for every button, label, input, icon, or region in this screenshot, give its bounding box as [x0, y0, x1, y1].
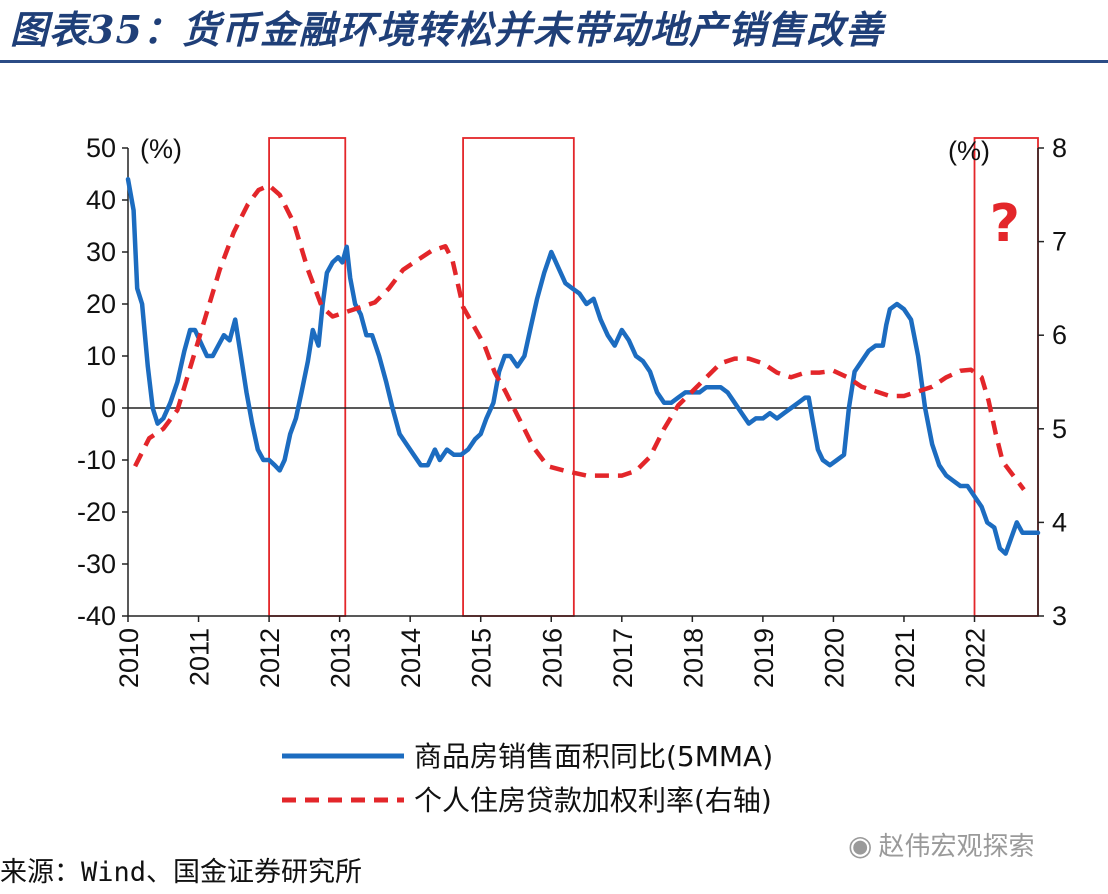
annotation-question-mark: ?	[990, 194, 1020, 254]
left-tick-label: 50	[86, 133, 116, 163]
wechat-icon: ◉	[848, 829, 873, 862]
x-tick-label: 2018	[678, 628, 708, 688]
x-tick-label: 2016	[537, 628, 567, 688]
source-note: 来源：Wind、国金证券研究所	[0, 857, 363, 888]
series-line-rate	[133, 183, 1026, 491]
x-tick-label: 2012	[255, 628, 285, 688]
left-tick-label: 10	[86, 341, 116, 371]
left-axis-unit: (%)	[140, 134, 182, 164]
x-tick-label: 2010	[114, 628, 144, 688]
left-tick-label: 0	[101, 393, 116, 423]
x-tick-label: 2017	[608, 628, 638, 688]
x-tick-label: 2019	[749, 628, 779, 688]
left-tick-label: 20	[86, 289, 116, 319]
right-tick-label: 3	[1052, 601, 1067, 631]
title-divider	[0, 60, 1108, 63]
highlight-box	[462, 137, 575, 617]
left-tick-label: -30	[77, 549, 116, 579]
x-tick-label: 2020	[819, 628, 849, 688]
right-tick-label: 5	[1052, 414, 1067, 444]
watermark: ◉ 赵伟宏观探索	[848, 826, 1034, 863]
legend-label: 个人住房贷款加权利率(右轴)	[414, 784, 772, 817]
left-tick-label: 30	[86, 237, 116, 267]
x-tick-label: 2013	[326, 628, 356, 688]
right-axis-unit: (%)	[948, 136, 990, 166]
chart-annotations: ?	[990, 194, 1020, 254]
x-tick-label: 2015	[467, 628, 497, 688]
left-tick-label: -40	[77, 601, 116, 631]
chart-series	[125, 176, 1041, 556]
x-tick-label: 2014	[396, 628, 426, 688]
right-tick-label: 7	[1052, 227, 1067, 257]
series-line-sales	[125, 176, 1041, 556]
page-title: 图表35：货币金融环境转松并未带动地产销售改善	[10, 7, 884, 52]
left-tick-label: -20	[77, 497, 116, 527]
highlight-box	[268, 137, 347, 617]
left-tick-label: 40	[86, 185, 116, 215]
chart-legend: 商品房销售面积同比(5MMA) 个人住房贷款加权利率(右轴)	[282, 740, 773, 817]
x-tick-label: 2022	[961, 628, 991, 688]
left-tick-label: -10	[77, 445, 116, 475]
x-tick-label: 2011	[185, 628, 215, 686]
legend-label: 商品房销售面积同比(5MMA)	[414, 740, 773, 773]
right-tick-label: 8	[1052, 133, 1067, 163]
watermark-text: 赵伟宏观探索	[878, 832, 1035, 862]
x-tick-label: 2021	[890, 628, 920, 688]
right-tick-label: 4	[1052, 507, 1067, 537]
right-tick-label: 6	[1052, 320, 1067, 350]
